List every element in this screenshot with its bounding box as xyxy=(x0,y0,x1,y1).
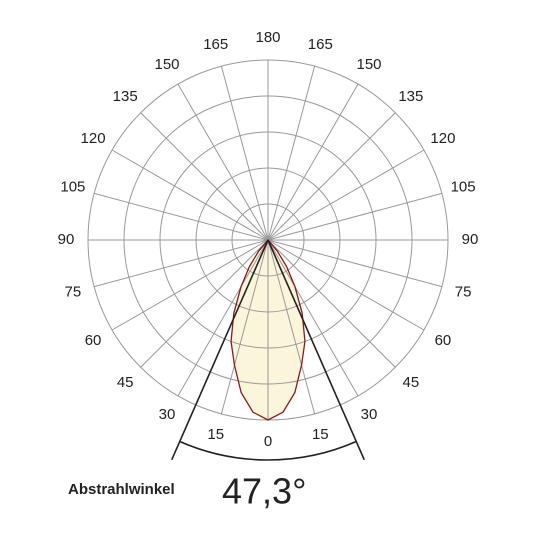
theta-tick-label: 15 xyxy=(207,426,224,443)
theta-tick-label: 0 xyxy=(264,433,272,450)
grid-spoke xyxy=(140,239,269,368)
grid-spoke xyxy=(111,149,269,241)
theta-tick-label: 105 xyxy=(451,179,476,196)
beam-arc xyxy=(179,440,357,461)
grid-spoke xyxy=(267,112,396,241)
theta-tick-label: 180 xyxy=(255,29,280,46)
grid-spoke xyxy=(177,83,269,241)
theta-tick-label: 90 xyxy=(58,231,75,248)
theta-tick-label: 15 xyxy=(312,426,329,443)
theta-tick-label: 135 xyxy=(113,88,138,105)
theta-tick-label: 30 xyxy=(361,406,378,423)
grid-spoke xyxy=(267,239,396,368)
theta-tick-label: 45 xyxy=(402,374,419,391)
annotation: Abstrahlwinkel xyxy=(68,481,175,498)
grid-spoke xyxy=(220,66,269,241)
grid-spoke xyxy=(220,239,269,414)
grid-spoke xyxy=(177,239,269,397)
theta-tick-label: 105 xyxy=(60,179,85,196)
grid-spoke xyxy=(267,66,316,241)
grid-spoke xyxy=(267,239,316,414)
theta-tick-label: 60 xyxy=(435,332,452,349)
grid-spoke xyxy=(267,83,359,241)
grid-spoke xyxy=(267,239,442,288)
beam-angle-label: 47,3° xyxy=(222,471,306,512)
beam-line xyxy=(170,239,269,461)
grid-spoke xyxy=(267,149,425,241)
grid-spoke xyxy=(267,239,425,331)
grid-spoke xyxy=(140,112,269,241)
theta-tick-label: 90 xyxy=(462,231,479,248)
theta-tick-label: 165 xyxy=(308,36,333,53)
theta-tick-label: 60 xyxy=(85,332,102,349)
grid-spoke xyxy=(267,239,359,397)
theta-tick-label: 165 xyxy=(203,36,228,53)
theta-tick-label: 120 xyxy=(430,130,455,147)
theta-tick-label: 45 xyxy=(117,374,134,391)
intensity-outline xyxy=(230,238,306,421)
grid-spoke xyxy=(267,192,442,241)
theta-tick-label: 150 xyxy=(356,56,381,73)
theta-tick-label: 120 xyxy=(81,130,106,147)
theta-tick-label: 150 xyxy=(154,56,179,73)
grid-spoke xyxy=(94,192,269,241)
theta-tick-label: 75 xyxy=(455,283,472,300)
grid-spoke xyxy=(94,239,269,288)
beam-line xyxy=(267,239,366,461)
theta-tick-label: 30 xyxy=(159,406,176,423)
grid-spoke xyxy=(111,239,269,331)
theta-tick-label: 75 xyxy=(65,283,82,300)
theta-tick-label: 135 xyxy=(398,88,423,105)
